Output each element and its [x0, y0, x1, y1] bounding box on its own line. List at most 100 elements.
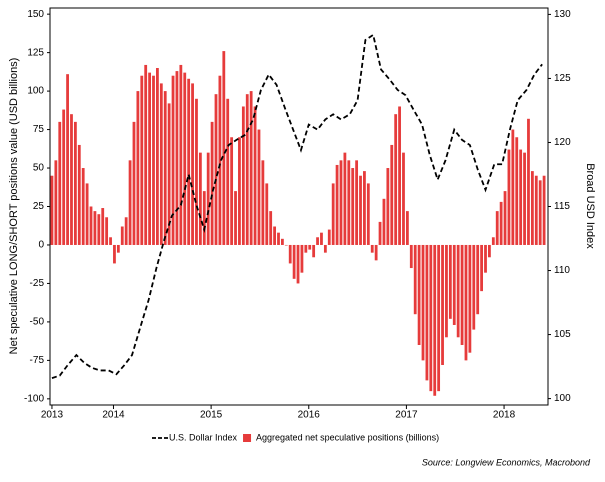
bar: [167, 103, 171, 245]
bar: [460, 244, 464, 345]
bar: [89, 206, 93, 245]
bar: [538, 180, 542, 245]
bar: [58, 121, 62, 245]
bar: [257, 129, 261, 245]
bar: [413, 244, 417, 315]
bar: [81, 168, 85, 245]
bar: [292, 244, 296, 279]
bar: [491, 237, 495, 245]
bar: [480, 244, 483, 292]
bar: [390, 144, 394, 245]
bar: [109, 237, 112, 245]
x-tick-label: 2013: [41, 410, 64, 421]
y2-tick-label: 120: [554, 137, 571, 148]
bar: [105, 217, 109, 245]
bar: [527, 118, 530, 245]
bar: [269, 211, 273, 245]
y-tick-label: -100: [24, 393, 44, 404]
bar: [195, 98, 198, 245]
bar: [210, 121, 214, 245]
bar: [417, 244, 421, 345]
bar: [519, 149, 523, 245]
bar: [429, 244, 433, 392]
bar: [437, 244, 441, 392]
y2-tick-label: 110: [554, 265, 570, 276]
bar: [265, 183, 269, 245]
bar: [488, 244, 491, 258]
plot-area: [50, 33, 546, 396]
bar: [452, 244, 456, 325]
y-axis-label: Net speculative LONG/SHORT positions val…: [8, 58, 20, 355]
y-tick-label: 125: [27, 47, 44, 58]
bar: [93, 211, 97, 245]
bar: [312, 244, 316, 258]
bar: [456, 244, 460, 338]
bar: [530, 171, 534, 245]
y2-tick-label: 105: [554, 329, 571, 340]
bar: [113, 244, 116, 264]
bar: [97, 214, 101, 245]
bar: [163, 91, 167, 245]
bar: [503, 191, 507, 245]
bar: [183, 72, 187, 245]
bar: [132, 121, 136, 245]
bar: [253, 106, 257, 245]
bar: [323, 244, 327, 253]
bar: [171, 75, 175, 245]
bar: [347, 160, 351, 245]
bar: [484, 244, 487, 273]
x-tick-label: 2018: [493, 410, 516, 421]
y-tick-label: 25: [33, 201, 45, 212]
bar: [77, 144, 81, 245]
bar: [468, 244, 472, 353]
bar: [534, 175, 538, 245]
x-tick-label: 2016: [298, 410, 321, 421]
legend-swatch: [243, 434, 252, 442]
bar: [433, 244, 437, 396]
bar: [542, 175, 546, 245]
bar: [394, 114, 398, 245]
bar: [202, 191, 206, 245]
bar: [409, 244, 413, 269]
y2-tick-label: 130: [554, 9, 571, 20]
bar: [230, 137, 234, 245]
bar: [448, 244, 452, 319]
bar: [308, 244, 312, 250]
bar: [54, 160, 58, 245]
bar: [206, 152, 210, 245]
bar: [234, 191, 237, 245]
y-tick-label: 50: [33, 163, 45, 174]
bar: [187, 78, 191, 245]
bar: [515, 137, 519, 245]
bar: [421, 244, 425, 361]
source-note: Source: Longview Economics, Macrobond: [422, 457, 591, 467]
bar: [66, 74, 69, 245]
bar: [499, 201, 503, 245]
bar: [191, 83, 194, 245]
y2-axis-label: Broad USD Index: [584, 163, 596, 249]
bar: [249, 91, 253, 245]
y-tick-label: 150: [27, 9, 44, 20]
y-tick-label: 0: [38, 240, 44, 251]
bar: [273, 226, 276, 245]
bar: [284, 244, 288, 246]
bar: [370, 244, 374, 253]
y-tick-label: -75: [30, 355, 45, 366]
x-tick-label: 2014: [102, 410, 125, 421]
bar: [116, 244, 120, 253]
y2-tick-label: 115: [554, 201, 570, 212]
bar: [507, 149, 511, 245]
bar: [148, 72, 151, 245]
legend-label: Aggregated net speculative positions (bi…: [256, 432, 439, 442]
bar: [359, 175, 362, 245]
bar: [226, 98, 230, 245]
bar: [156, 68, 159, 245]
bar: [120, 226, 124, 245]
bar: [366, 183, 370, 245]
bar: [351, 168, 355, 245]
bar: [511, 129, 515, 245]
bar: [179, 64, 183, 245]
y2-tick-label: 125: [554, 73, 571, 84]
bar: [238, 137, 241, 245]
